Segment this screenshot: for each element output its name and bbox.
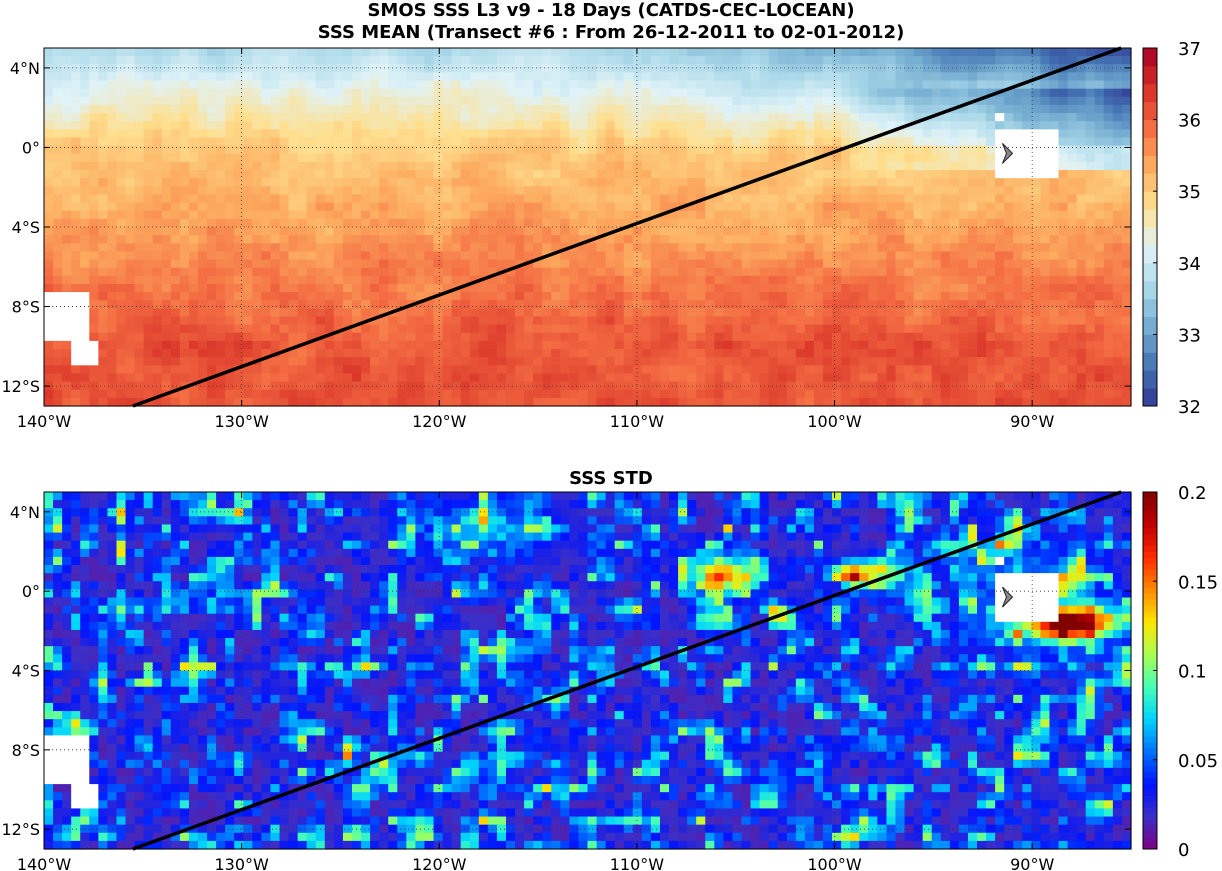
sss-mean-panel: 140°W 130°W 120°W 110°W 100°W 90°W 4°N 0° 4°S 8°S… <box>1 39 1201 431</box>
y-tick-label: 12°S <box>1 377 40 396</box>
y-tick-label: 8°S <box>12 298 40 317</box>
x-tick-label: 110°W <box>610 412 665 431</box>
x-tick-label: 90°W <box>1010 855 1054 871</box>
y-tick-label: 4°S <box>12 218 40 237</box>
transect-line <box>132 490 1122 851</box>
colorbar-tick-label: 36 <box>1178 111 1201 132</box>
x-tick-label: 110°W <box>610 855 665 871</box>
island-marker-icon <box>1002 143 1014 164</box>
x-tick-label: 100°W <box>807 855 862 871</box>
y-tick-label: 4°S <box>12 662 40 681</box>
x-tick-label: 140°W <box>17 855 72 871</box>
colorbar-tick-label: 33 <box>1178 325 1201 346</box>
heatmap-field <box>44 48 1132 407</box>
y-tick-label: 4°N <box>10 59 40 78</box>
figure-title-line1: SMOS SSS L3 v9 - 18 Days (CATDS-CEC-LOCE… <box>367 0 855 21</box>
colorbar-tick-label: 0.2 <box>1178 483 1207 504</box>
x-tick-label: 130°W <box>214 855 269 871</box>
colorbar-tick-label: 0.15 <box>1178 572 1218 593</box>
x-tick-label: 120°W <box>412 412 467 431</box>
transect-line <box>132 46 1122 408</box>
colorbar-tick-label: 0 <box>1178 840 1189 861</box>
colorbar-tick-label: 37 <box>1178 39 1201 60</box>
y-tick-label: 0° <box>22 582 40 601</box>
colorbar <box>1143 492 1157 850</box>
y-tick-label: 0° <box>22 138 40 157</box>
std-panel-title: SSS STD <box>569 468 653 489</box>
colorbar-tick-label: 32 <box>1178 397 1201 418</box>
colorbar-tick-label: 34 <box>1178 254 1201 275</box>
island-marker-icon <box>1002 586 1014 608</box>
figure-title-line2: SSS MEAN (Transect #6 : From 26-12-2011 … <box>317 22 905 43</box>
colorbar-tick-label: 35 <box>1178 182 1201 203</box>
y-tick-label: 8°S <box>12 741 40 760</box>
colorbar-tick-label: 0.05 <box>1178 751 1218 772</box>
sss-std-panel: SSS STD 140°W 130°W 120°W 110°W 100°W 90°W 4°N 0… <box>1 468 1218 871</box>
x-tick-label: 130°W <box>214 412 269 431</box>
x-tick-label: 140°W <box>17 412 72 431</box>
colorbar <box>1143 48 1157 407</box>
y-tick-label: 12°S <box>1 820 40 839</box>
colorbar-frame <box>1142 47 1158 407</box>
y-tick-label: 4°N <box>10 503 40 522</box>
x-tick-label: 100°W <box>807 412 862 431</box>
colorbar-tick-label: 0.1 <box>1178 662 1207 683</box>
heatmap-field <box>44 492 1132 850</box>
x-tick-label: 120°W <box>412 855 467 871</box>
x-tick-label: 90°W <box>1010 412 1054 431</box>
